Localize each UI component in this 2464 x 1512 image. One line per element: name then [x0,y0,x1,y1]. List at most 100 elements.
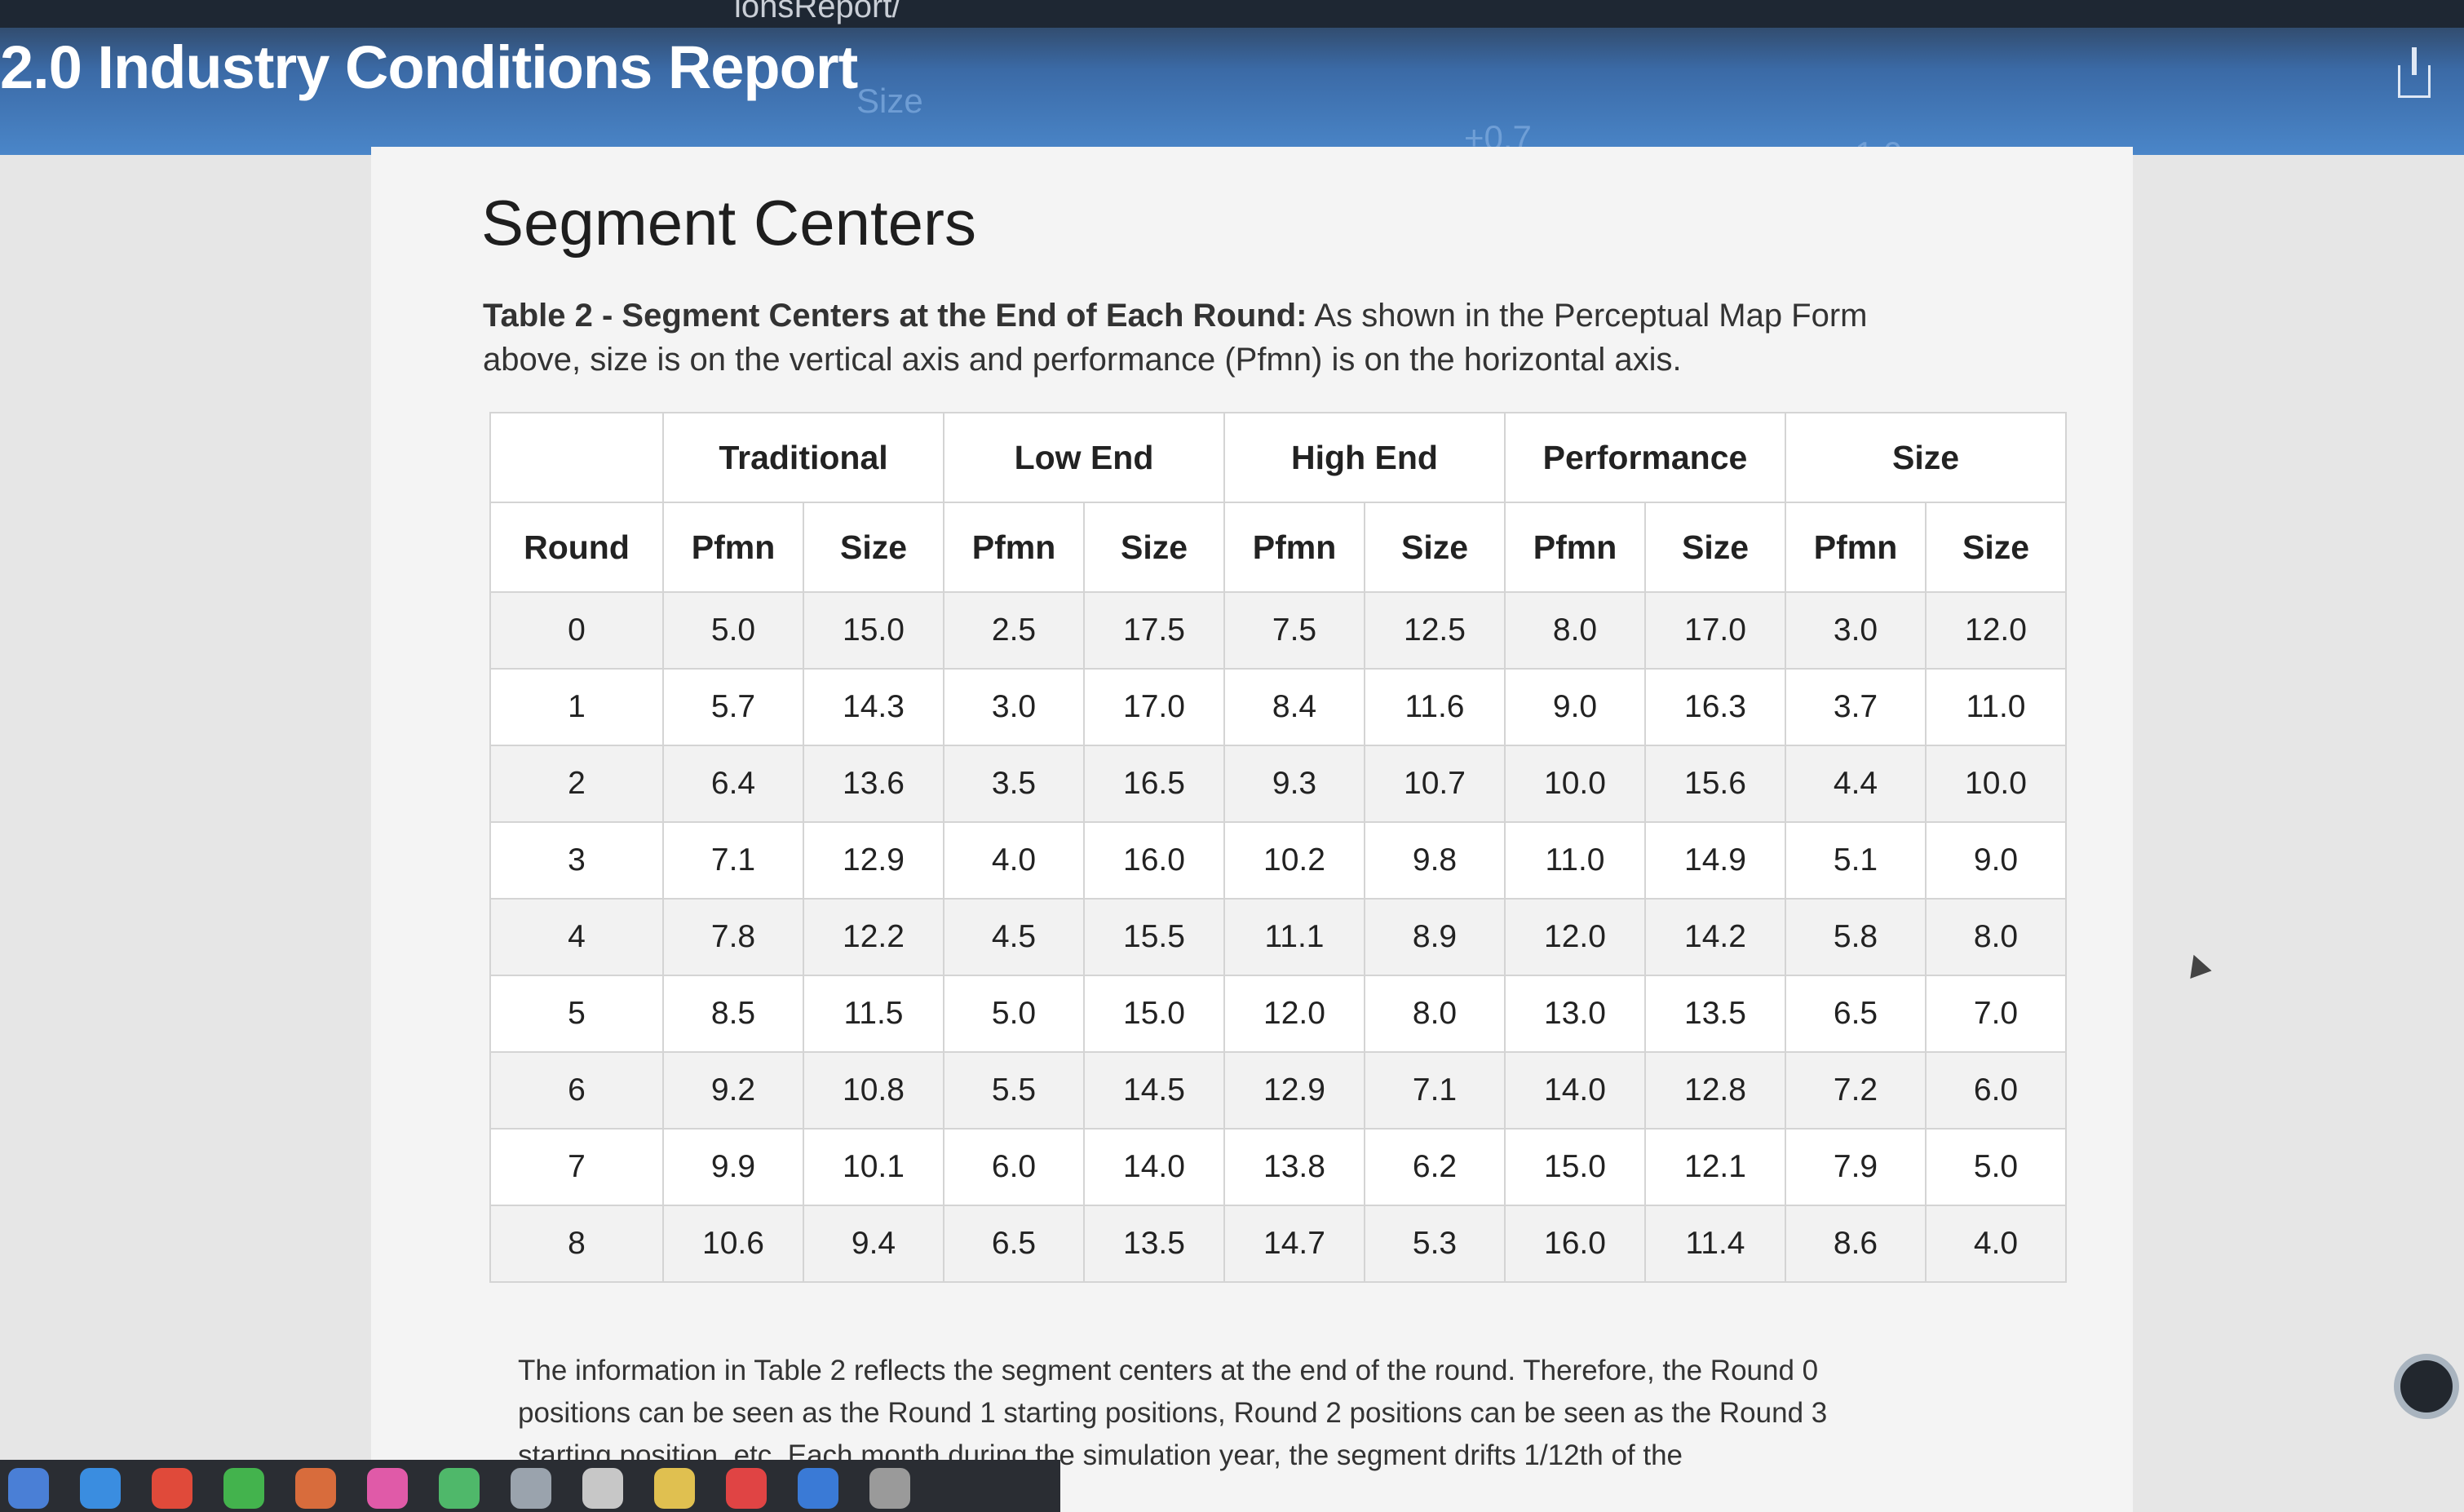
value-cell: 15.6 [1644,745,1786,823]
value-cell: 15.0 [1083,975,1225,1053]
value-cell: 7.2 [1785,1051,1927,1130]
chat-bubble-icon[interactable] [2394,1354,2459,1419]
value-cell: 11.0 [1504,821,1646,900]
value-cell: 11.6 [1364,668,1506,746]
value-cell: 16.0 [1504,1205,1646,1283]
round-cell: 7 [489,1128,664,1206]
value-cell: 10.6 [662,1205,804,1283]
dock-app-icon[interactable] [152,1468,192,1509]
value-cell: 5.3 [1364,1205,1506,1283]
share-icon[interactable] [2398,47,2431,98]
value-cell: 10.8 [803,1051,944,1130]
value-cell: 12.9 [803,821,944,900]
value-cell: 4.4 [1785,745,1927,823]
app-header: lonsReport/ 2.0 Industry Conditions Repo… [0,0,2464,173]
group-header-performance: Performance [1504,412,1786,503]
value-cell: 11.1 [1223,898,1365,976]
value-cell: 8.9 [1364,898,1506,976]
table-row: 6 9.2 10.8 5.5 14.5 12.9 7.1 14.0 12.8 7… [489,1051,2067,1130]
value-cell: 11.5 [803,975,944,1053]
value-cell: 13.0 [1504,975,1646,1053]
value-cell: 8.0 [1925,898,2067,976]
value-cell: 12.8 [1644,1051,1786,1130]
value-cell: 5.0 [1925,1128,2067,1206]
value-cell: 9.9 [662,1128,804,1206]
value-cell: 17.0 [1644,591,1786,670]
value-cell: 9.2 [662,1051,804,1130]
value-cell: 17.0 [1083,668,1225,746]
dock-app-icon[interactable] [439,1468,480,1509]
value-cell: 10.0 [1925,745,2067,823]
value-cell: 12.5 [1364,591,1506,670]
value-cell: 14.2 [1644,898,1786,976]
segment-centers-table: Traditional Low End High End Performance… [489,412,2067,1283]
dock-app-icon[interactable] [80,1468,121,1509]
round-cell: 0 [489,591,664,670]
table-body: 0 5.0 15.0 2.5 17.5 7.5 12.5 8.0 17.0 3.… [489,591,2067,1283]
table-row: 7 9.9 10.1 6.0 14.0 13.8 6.2 15.0 12.1 7… [489,1128,2067,1206]
value-cell: 15.5 [1083,898,1225,976]
table-row: 1 5.7 14.3 3.0 17.0 8.4 11.6 9.0 16.3 3.… [489,668,2067,746]
dock-app-icon[interactable] [798,1468,838,1509]
value-cell: 14.7 [1223,1205,1365,1283]
round-header: Round [489,502,664,593]
value-cell: 11.4 [1644,1205,1786,1283]
value-cell: 14.9 [1644,821,1786,900]
value-cell: 10.7 [1364,745,1506,823]
value-cell: 16.0 [1083,821,1225,900]
value-cell: 5.5 [943,1051,1085,1130]
value-cell: 5.0 [943,975,1085,1053]
pfmn-header: Pfmn [1223,502,1365,593]
mouse-cursor-icon [2183,950,2212,979]
value-cell: 16.3 [1644,668,1786,746]
dock-app-icon[interactable] [869,1468,910,1509]
caption-text: As shown in the Perceptual Map Form abov… [483,298,1868,378]
value-cell: 6.5 [1785,975,1927,1053]
size-header: Size [803,502,944,593]
round-cell: 1 [489,668,664,746]
value-cell: 15.0 [1504,1128,1646,1206]
value-cell: 10.0 [1504,745,1646,823]
value-cell: 6.4 [662,745,804,823]
value-cell: 5.7 [662,668,804,746]
dock-app-icon[interactable] [367,1468,408,1509]
value-cell: 12.1 [1644,1128,1786,1206]
dock-app-icon[interactable] [582,1468,623,1509]
value-cell: 14.0 [1083,1128,1225,1206]
section-heading: Segment Centers [481,187,976,259]
round-cell: 6 [489,1051,664,1130]
value-cell: 3.0 [1785,591,1927,670]
url-text[interactable]: lonsReport/ [734,0,901,24]
dock-app-icon[interactable] [654,1468,695,1509]
value-cell: 8.4 [1223,668,1365,746]
value-cell: 3.7 [1785,668,1927,746]
size-header: Size [1925,502,2067,593]
pfmn-header: Pfmn [1504,502,1646,593]
value-cell: 13.6 [803,745,944,823]
group-header-high-end: High End [1223,412,1506,503]
value-cell: 11.0 [1925,668,2067,746]
value-cell: 12.2 [803,898,944,976]
dock-app-icon[interactable] [8,1468,49,1509]
table-row: 4 7.8 12.2 4.5 15.5 11.1 8.9 12.0 14.2 5… [489,898,2067,976]
report-title: 2.0 Industry Conditions Report [0,33,858,101]
value-cell: 4.0 [943,821,1085,900]
value-cell: 7.1 [1364,1051,1506,1130]
caption-title: Table 2 - Segment Centers at the End of … [483,298,1307,334]
empty-corner-cell [489,412,664,503]
table-row: 0 5.0 15.0 2.5 17.5 7.5 12.5 8.0 17.0 3.… [489,591,2067,670]
dock-app-icon[interactable] [726,1468,767,1509]
group-header-low-end: Low End [943,412,1225,503]
value-cell: 4.0 [1925,1205,2067,1283]
explanation-paragraph: The information in Table 2 reflects the … [518,1355,1828,1471]
dock-app-icon[interactable] [511,1468,551,1509]
round-cell: 5 [489,975,664,1053]
dock-app-icon[interactable] [295,1468,336,1509]
value-cell: 8.5 [662,975,804,1053]
dock-app-icon[interactable] [223,1468,264,1509]
browser-url-bar[interactable]: lonsReport/ [0,0,2464,28]
value-cell: 12.0 [1504,898,1646,976]
value-cell: 7.9 [1785,1128,1927,1206]
value-cell: 13.8 [1223,1128,1365,1206]
table-caption: Table 2 - Segment Centers at the End of … [483,294,1951,382]
